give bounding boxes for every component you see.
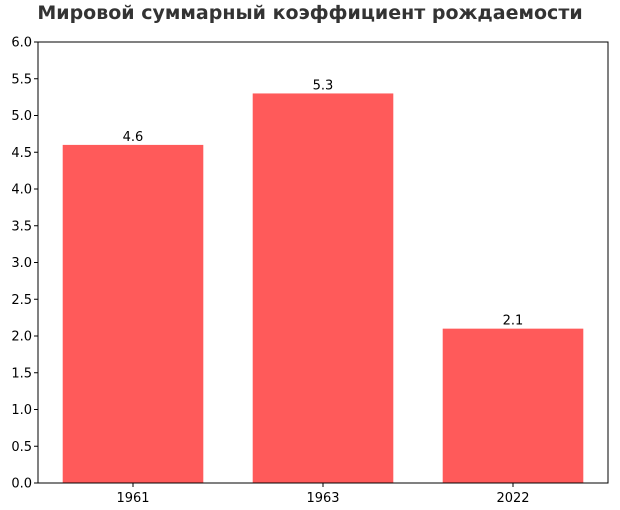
data-label-1961: 4.6 [123, 130, 144, 145]
bar-1961 [62, 144, 204, 483]
y-tick-label: 5.0 [11, 109, 32, 124]
y-tick-label: 3.0 [11, 256, 32, 271]
data-label-2022: 2.1 [503, 314, 524, 329]
x-tick-label-1961: 1961 [116, 491, 149, 506]
y-tick-label: 0.0 [11, 477, 32, 492]
y-tick-label: 4.5 [11, 146, 32, 161]
bar-1963 [252, 93, 394, 483]
y-tick-label: 6.0 [11, 36, 32, 51]
y-tick-label: 1.0 [11, 403, 32, 418]
x-tick-label-2022: 2022 [496, 491, 529, 506]
y-tick-label: 2.5 [11, 293, 32, 308]
y-tick-label: 2.0 [11, 330, 32, 345]
y-tick-label: 0.5 [11, 440, 32, 455]
x-tick-label-1963: 1963 [306, 491, 339, 506]
plot-frame [37, 41, 609, 484]
y-tick-label: 3.5 [11, 219, 32, 234]
bar-2022 [442, 328, 584, 483]
y-tick-label: 1.5 [11, 366, 32, 381]
y-tick-label: 4.0 [11, 183, 32, 198]
chart-title: Мировой суммарный коэффициент рождаемост… [37, 2, 583, 24]
data-label-1963: 5.3 [313, 78, 334, 93]
y-tick-label: 5.5 [11, 72, 32, 87]
